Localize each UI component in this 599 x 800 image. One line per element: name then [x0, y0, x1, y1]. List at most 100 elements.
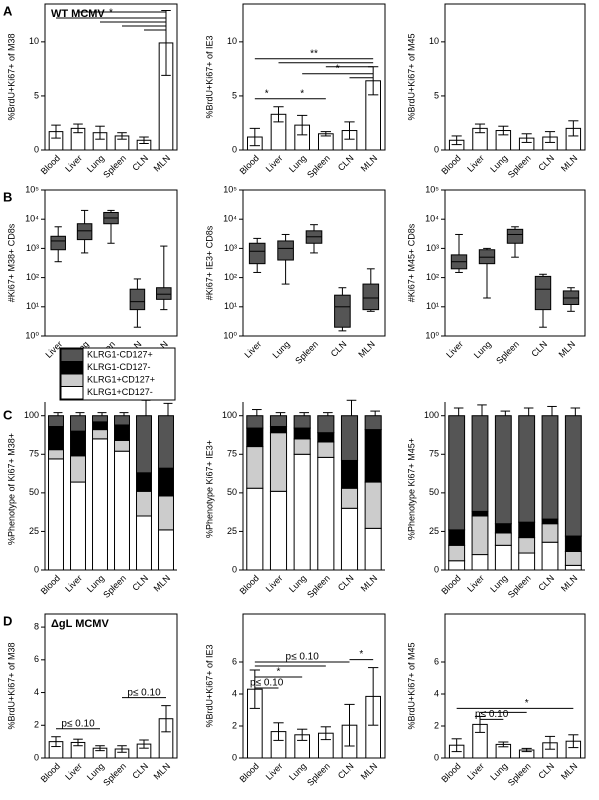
y-tick-label: 10³ — [224, 243, 237, 253]
plot-frame — [44, 3, 178, 151]
bar-segment — [340, 507, 359, 571]
y-tick-label: 10 — [227, 36, 237, 46]
bar-segment — [494, 544, 512, 571]
bar-segment — [564, 535, 582, 552]
bar-segment — [518, 521, 536, 539]
bar-segment — [158, 415, 174, 469]
legend-label: KLRG1-CD127+ — [87, 350, 153, 360]
significance-label: p≤ 0.10 — [475, 709, 509, 720]
bar-segment — [364, 429, 382, 483]
bar-segment — [114, 415, 130, 426]
y-tick-label: 0 — [34, 564, 39, 574]
legend-label: KLRG1+CD127+ — [87, 375, 155, 385]
significance-label: p≤ 0.10 — [61, 718, 95, 729]
y-tick-label: 10⁴ — [425, 214, 439, 224]
y-axis-label: %BrdU+Ki67+ of M38 — [6, 33, 16, 120]
y-tick-label: 10⁰ — [223, 330, 237, 340]
x-tick-label: CLN — [536, 153, 556, 173]
x-tick-label: MLN — [559, 153, 580, 174]
x-tick-label: Liver — [465, 761, 486, 782]
x-tick-label: CLN — [536, 761, 556, 781]
y-tick-label: 0 — [232, 144, 237, 154]
y-axis-label: %Phenotype Ki67+ IE3+ — [204, 440, 214, 538]
x-tick-label: Spleen — [305, 153, 332, 180]
significance-label: * — [359, 649, 363, 660]
bar-segment — [136, 415, 152, 474]
y-tick-label: 0 — [434, 144, 439, 154]
legend-swatch — [60, 386, 84, 400]
x-tick-label: Liver — [242, 339, 263, 360]
bar-segment — [48, 426, 64, 451]
y-tick-label: 0 — [34, 144, 39, 154]
x-tick-label: Blood — [439, 573, 462, 596]
y-tick-label: 5 — [434, 90, 439, 100]
y-tick-label: 2 — [232, 720, 237, 730]
x-tick-label: MLN — [152, 573, 173, 594]
y-tick-label: 6 — [434, 656, 439, 666]
box — [50, 235, 66, 251]
x-tick-label: Liver — [63, 153, 84, 174]
y-axis-label: %BrdU+Ki67+ of IE3 — [204, 35, 214, 118]
bar-segment — [471, 415, 489, 512]
box — [129, 288, 146, 311]
y-tick-label: 5 — [232, 90, 237, 100]
bar-segment — [471, 515, 489, 556]
bar-segment — [158, 467, 174, 497]
x-tick-label: Spleen — [101, 761, 128, 788]
bar-segment — [92, 438, 108, 571]
x-tick-label: Liver — [264, 761, 285, 782]
bar-segment — [246, 427, 264, 448]
significance-label: * — [265, 88, 269, 99]
x-tick-label: Liver — [63, 573, 84, 594]
y-axis-label: #Ki67+ IE3+ CD8s — [204, 225, 214, 300]
x-tick-label: MLN — [356, 339, 377, 360]
bar-segment — [364, 527, 382, 571]
x-tick-label: Lung — [287, 761, 308, 782]
plot-frame — [444, 189, 586, 337]
y-tick-label: 50 — [29, 487, 39, 497]
bar-segment — [136, 490, 152, 517]
bar-segment — [317, 432, 335, 443]
bar-segment — [293, 453, 311, 571]
x-tick-label: CLN — [336, 153, 356, 173]
y-axis-label: #Ki67+ M45+ CD8s — [406, 223, 416, 302]
plot-frame — [444, 613, 586, 759]
x-tick-label: MLN — [152, 761, 173, 782]
x-tick-label: Lung — [488, 153, 509, 174]
bar-segment — [158, 495, 174, 531]
bar-segment — [293, 427, 311, 440]
y-axis-label: #Ki67+ M38+ CD8s — [6, 223, 16, 302]
x-tick-label: Spleen — [293, 339, 320, 366]
x-tick-label: Spleen — [506, 573, 533, 600]
y-tick-label: 10⁰ — [25, 330, 39, 340]
y-tick-label: 6 — [232, 656, 237, 666]
panel-label: B — [3, 189, 12, 204]
x-tick-label: MLN — [559, 761, 580, 782]
y-tick-label: 10¹ — [426, 301, 439, 311]
bar-segment — [136, 472, 152, 492]
y-tick-label: 10¹ — [224, 301, 237, 311]
significance-label: * — [109, 8, 113, 19]
x-tick-label: Blood — [238, 761, 261, 784]
bar-segment — [471, 510, 489, 517]
y-tick-label: 6 — [34, 654, 39, 664]
legend-label: KLRG1+CD127- — [87, 387, 153, 397]
bar-segment — [340, 415, 359, 461]
y-tick-label: 2 — [434, 720, 439, 730]
annotation: WT MCMV — [51, 8, 105, 20]
x-tick-label: Spleen — [101, 573, 128, 600]
bar-segment — [317, 415, 335, 434]
y-tick-label: 10² — [426, 272, 439, 282]
significance-label: p≤ 0.10 — [286, 652, 320, 663]
bar-segment — [269, 432, 288, 492]
x-tick-label: Lung — [488, 573, 509, 594]
bar-segment — [564, 415, 582, 537]
x-tick-label: Spleen — [506, 153, 533, 180]
significance-label: * — [336, 63, 340, 74]
annotation: ΔgL MCMV — [51, 618, 109, 630]
significance-label: ** — [310, 48, 318, 59]
x-tick-label: Blood — [39, 153, 62, 176]
legend-swatch — [60, 373, 84, 387]
y-tick-label: 0 — [34, 752, 39, 762]
x-tick-label: MLN — [359, 153, 380, 174]
